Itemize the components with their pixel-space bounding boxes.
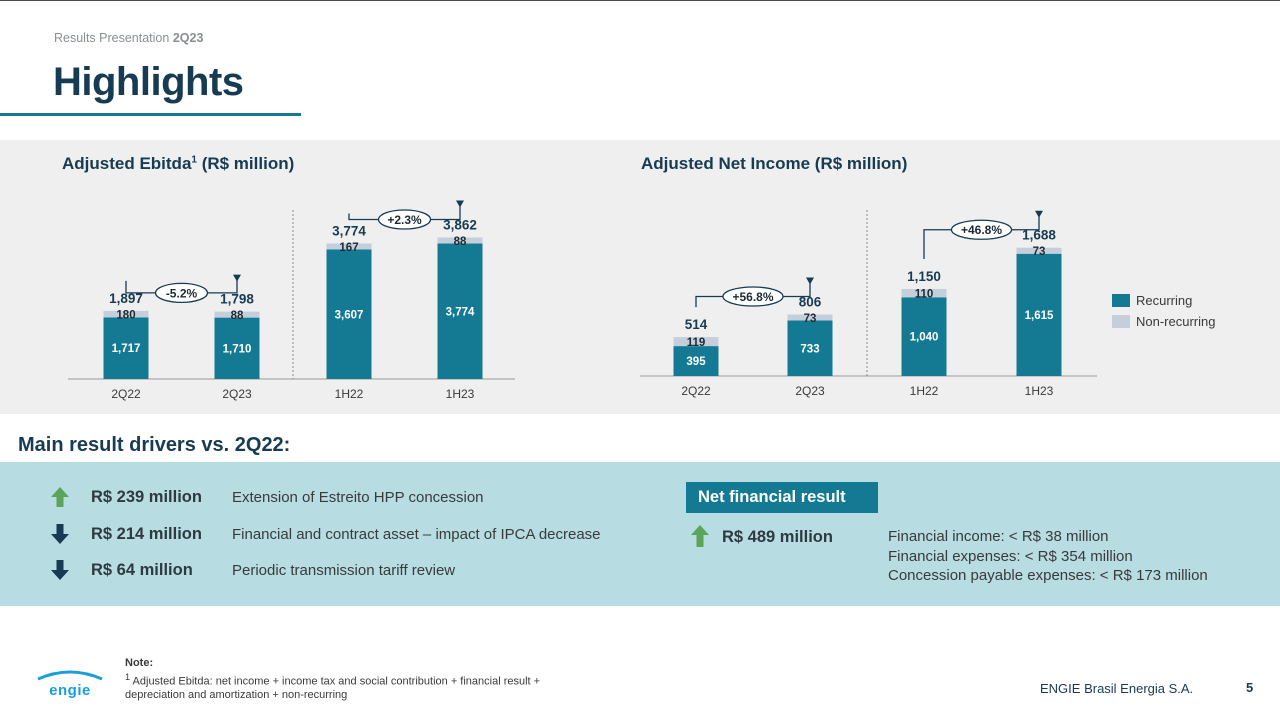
driver-amount: R$ 64 million (91, 560, 193, 579)
driver-description: Financial and contract asset – impact of… (232, 525, 601, 543)
change-percent-label: +46.8% (961, 223, 1002, 237)
non-recurring-value-label: 180 (116, 310, 135, 322)
arrow-down-icon (50, 523, 70, 545)
total-value-label: 1,150 (907, 269, 941, 284)
change-arrowhead (1035, 210, 1043, 218)
total-value-label: 3,862 (443, 218, 477, 233)
net-income-chart: 395 119 514 2Q22 733 73 806 2Q23 1,040 110 1,150 1H… (640, 210, 1215, 398)
non-recurring-bar (901, 288, 947, 298)
ebitda-chart-title: Adjusted Ebitda1 (R$ million) (62, 154, 295, 173)
non-recurring-bar (673, 337, 719, 347)
title-underline (0, 113, 301, 116)
arrow-up-icon (690, 524, 710, 548)
charts-panel (0, 140, 1280, 414)
footnote: Note: 1 Adjusted Ebitda: net income + in… (125, 657, 541, 701)
driver-row: R$ 214 million Financial and contract as… (50, 521, 601, 547)
non-recurring-value-label: 119 (687, 337, 706, 349)
change-pill (950, 219, 1013, 240)
financial-expenses-line: Financial expenses: < R$ 354 million (888, 547, 1133, 565)
non-recurring-bar (1016, 247, 1062, 254)
financial-income-line: Financial income: < R$ 38 million (888, 528, 1109, 545)
change-pill (377, 209, 432, 230)
recurring-value-label: 1,717 (112, 343, 141, 355)
non-recurring-bar (214, 311, 260, 318)
legend-label: Non-recurring (1136, 314, 1215, 329)
recurring-bar (673, 346, 719, 376)
net-financial-details: Financial income: < R$ 38 million Financ… (888, 527, 1208, 586)
non-recurring-bar (437, 237, 483, 244)
total-value-label: 806 (799, 295, 822, 310)
driver-description: Extension of Estreito HPP concession (232, 488, 484, 506)
total-value-label: 514 (685, 317, 708, 332)
presentation-subtitle: Results Presentation 2Q23 (54, 31, 204, 45)
company-name: ENGIE Brasil Energia S.A. (1040, 681, 1194, 696)
change-pill (722, 286, 784, 307)
driver-amount: R$ 214 million (91, 524, 202, 543)
change-percent-label: +56.8% (732, 290, 773, 304)
category-label: 2Q22 (111, 387, 141, 401)
recurring-value-label: 395 (686, 356, 706, 368)
category-label: 2Q23 (222, 387, 252, 401)
non-recurring-value-label: 73 (1033, 246, 1046, 258)
category-label: 1H22 (335, 387, 364, 401)
total-value-label: 1,688 (1022, 228, 1056, 243)
non-recurring-value-label: 88 (454, 236, 467, 248)
total-value-label: 1,798 (220, 292, 254, 307)
svg-text:engie: engie (49, 682, 91, 698)
recurring-value-label: 1,040 (910, 332, 939, 344)
driver-description: Periodic transmission tariff review (232, 561, 456, 579)
recurring-bar (787, 320, 833, 376)
recurring-bar (437, 243, 483, 379)
category-label: 1H23 (1025, 384, 1054, 398)
non-recurring-value-label: 110 (915, 289, 934, 301)
arrow-up-icon (50, 486, 70, 508)
recurring-bar (901, 297, 947, 376)
driver-amount: R$ 239 million (91, 487, 202, 506)
change-pill (154, 282, 209, 304)
driver-row: R$ 64 million Periodic transmission tari… (50, 557, 455, 583)
change-arrowhead (806, 277, 814, 285)
category-label: 1H23 (446, 387, 475, 401)
driver-row: R$ 239 million Extension of Estreito HPP… (50, 484, 484, 510)
net-financial-result-header: Net financial result (686, 482, 878, 513)
non-recurring-bar (103, 310, 149, 318)
non-recurring-value-label: 88 (231, 310, 244, 322)
arrow-down-icon (50, 559, 70, 581)
category-label: 2Q23 (795, 384, 825, 398)
change-arrowhead (456, 200, 464, 208)
change-percent-label: +2.3% (387, 213, 422, 227)
page-title: Highlights (53, 60, 244, 104)
recurring-value-label: 1,615 (1025, 310, 1054, 322)
category-label: 2Q22 (681, 384, 711, 398)
category-label: 1H22 (910, 384, 939, 398)
recurring-value-label: 3,607 (335, 309, 364, 321)
engie-logo: engie (37, 670, 103, 698)
recurring-bar (1016, 253, 1062, 376)
non-recurring-bar (326, 243, 372, 250)
change-percent-label: -5.2% (166, 286, 198, 300)
recurring-value-label: 3,774 (446, 306, 475, 318)
recurring-value-label: 733 (800, 343, 819, 355)
recurring-bar (326, 249, 372, 379)
change-arrowhead (233, 274, 241, 282)
drivers-panel (0, 462, 1280, 606)
recurring-bar (103, 317, 149, 379)
non-recurring-value-label: 167 (339, 242, 358, 254)
total-value-label: 3,774 (332, 224, 366, 239)
top-border-line (0, 0, 1280, 1)
net-financial-amount: R$ 489 million (722, 528, 833, 546)
ebitda-chart: 1,717 180 1,897 2Q22 1,710 88 1,798 2Q23 3,607 16… (68, 200, 515, 401)
total-value-label: 1,897 (109, 291, 143, 306)
recurring-bar (214, 317, 260, 379)
recurring-value-label: 1,710 (223, 343, 252, 355)
legend-label: Recurring (1136, 293, 1192, 308)
non-recurring-value-label: 73 (804, 313, 817, 325)
net-income-chart-title: Adjusted Net Income (R$ million) (641, 154, 908, 173)
concession-expenses-line: Concession payable expenses: < R$ 173 mi… (888, 567, 1208, 584)
legend-swatch (1112, 315, 1130, 328)
legend-swatch (1112, 294, 1130, 307)
page-number: 5 (1246, 680, 1254, 695)
non-recurring-bar (787, 314, 833, 321)
drivers-title: Main result drivers vs. 2Q22: (18, 434, 291, 456)
